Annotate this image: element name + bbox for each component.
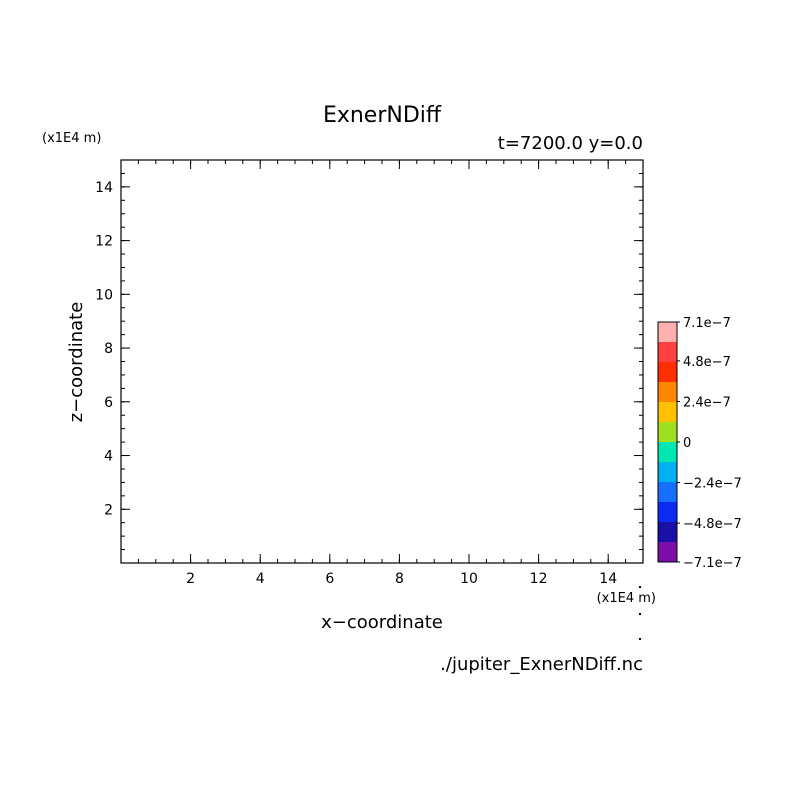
- colorbar-label: 4.8e−7: [683, 355, 731, 370]
- colorbar-segment: [658, 462, 677, 482]
- colorbar-segment: [658, 442, 677, 462]
- colorbar-labels: 7.1e−7 4.8e−7 2.4e−7 0 −2.4e−7 −4.8e−7 −7.1e−7: [683, 316, 742, 571]
- x-tick-labels: 2 4 6 8 10 12 14: [186, 571, 617, 587]
- colorbar-segment: [658, 362, 677, 382]
- colorbar-label: −2.4e−7: [683, 477, 742, 492]
- y-tick-labels: 2 4 6 8 10 12 14: [95, 180, 113, 518]
- x-tick-label: 6: [325, 571, 334, 587]
- colorbar-segment: [658, 522, 677, 542]
- plot-area: [120, 159, 644, 564]
- colorbar: [657, 321, 680, 563]
- x-tick-label: 2: [186, 571, 195, 587]
- y-tick-label: 8: [104, 341, 113, 357]
- y-tick-label: 10: [95, 287, 113, 303]
- colorbar-segment: [658, 382, 677, 402]
- marker-dot: [639, 586, 641, 588]
- marker-dot: [639, 638, 641, 640]
- y-axis-unit: (x1E4 m): [42, 131, 101, 146]
- chart-subtitle: t=7200.0 y=0.0: [498, 133, 643, 154]
- colorbar-segment: [658, 322, 677, 342]
- x-tick-label: 14: [599, 571, 617, 587]
- chart-title: ExnerNDiff: [323, 103, 442, 128]
- x-tick-label: 12: [530, 571, 548, 587]
- colorbar-segment: [658, 402, 677, 422]
- axis-ticks: [121, 160, 643, 563]
- marker-dot: [639, 613, 641, 615]
- colorbar-label: 0: [683, 436, 691, 451]
- colorbar-segment: [658, 502, 677, 522]
- colorbar-segment: [658, 422, 677, 442]
- source-file-label: ./jupiter_ExnerNDiff.nc: [440, 654, 643, 675]
- colorbar-label: 2.4e−7: [683, 395, 731, 410]
- y-tick-label: 12: [95, 234, 113, 250]
- colorbar-label: −4.8e−7: [683, 517, 742, 532]
- y-tick-label: 2: [104, 502, 113, 518]
- x-tick-label: 4: [256, 571, 265, 587]
- colorbar-segment: [658, 542, 677, 562]
- colorbar-segment: [658, 342, 677, 362]
- colorbar-label: −7.1e−7: [683, 556, 742, 571]
- y-tick-label: 6: [104, 395, 113, 411]
- y-tick-label: 14: [95, 180, 113, 196]
- x-axis-unit: (x1E4 m): [597, 591, 656, 606]
- colorbar-segment: [658, 482, 677, 502]
- y-tick-label: 4: [104, 449, 113, 465]
- x-axis-label: x−coordinate: [321, 612, 443, 633]
- y-axis-label: z−coordinate: [66, 302, 87, 423]
- x-tick-label: 10: [460, 571, 478, 587]
- x-tick-label: 8: [395, 571, 404, 587]
- colorbar-label: 7.1e−7: [683, 316, 731, 331]
